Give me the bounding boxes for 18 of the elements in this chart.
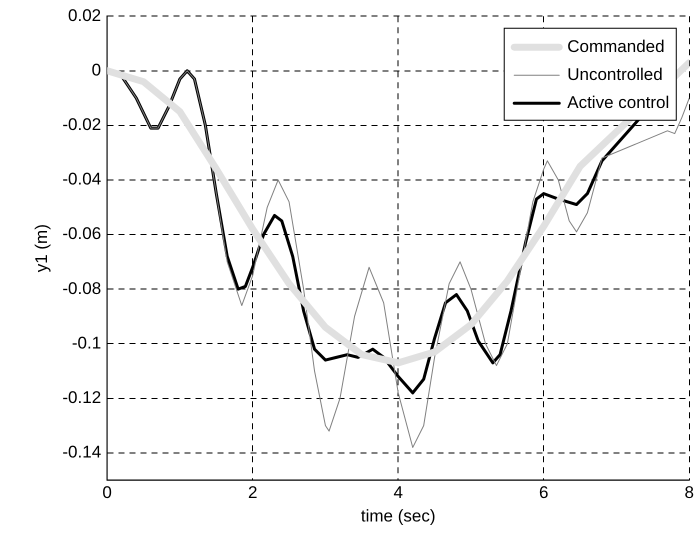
y-tick-label: -0.14 (62, 442, 102, 462)
y-tick-label: -0.06 (62, 224, 102, 244)
x-axis-title: time (sec) (360, 506, 436, 526)
y-tick-label: 0.02 (68, 6, 102, 25)
y-tick-label: -0.1 (72, 333, 102, 352)
y-tick-label: -0.02 (62, 115, 102, 134)
legend-label: Commanded (567, 36, 665, 56)
y-tick-label: 0 (92, 60, 102, 80)
y-tick-label: -0.12 (62, 388, 102, 408)
legend-label: Active control (567, 92, 670, 112)
y-tick-label: -0.04 (62, 170, 102, 189)
x-tick-label: 8 (684, 483, 694, 502)
x-tick-label: 6 (539, 483, 548, 502)
x-tick-label: 2 (248, 483, 258, 502)
legend-label: Uncontrolled (567, 64, 663, 84)
y-tick-label: -0.08 (62, 278, 102, 298)
x-tick-label: 4 (393, 483, 403, 502)
y-axis-title: y1 (m) (32, 224, 51, 272)
